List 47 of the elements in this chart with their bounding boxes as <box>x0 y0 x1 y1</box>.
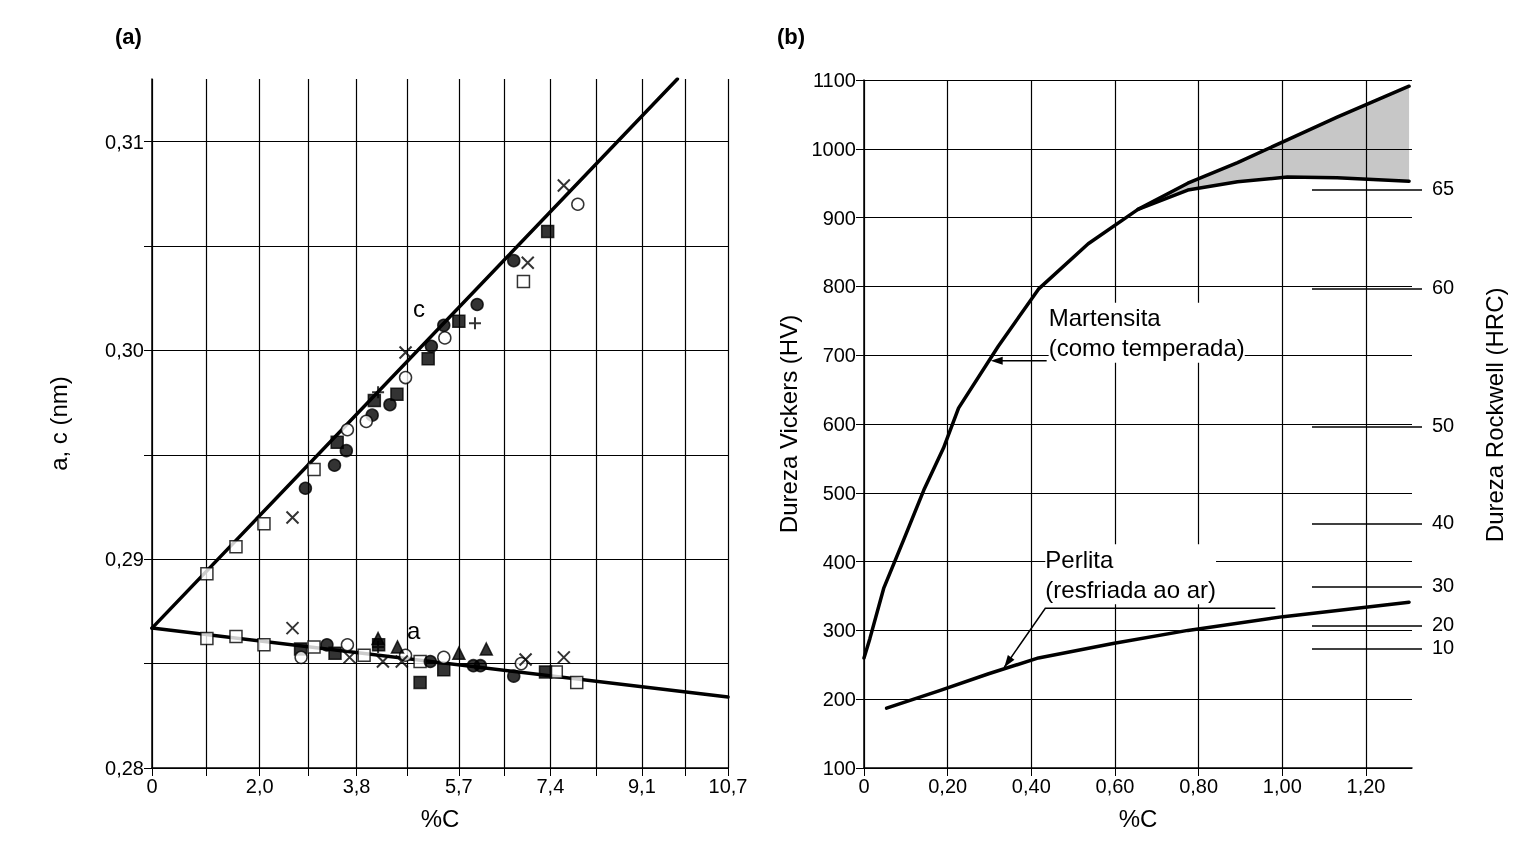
y-tick-label: 800 <box>822 275 856 298</box>
x-tick-label: 3,8 <box>342 775 371 797</box>
y2-axis-title: Dureza Rockwell (HRC) <box>1480 287 1508 543</box>
y-axis-title: Dureza Vickers (HV) <box>775 314 803 534</box>
x-axis-title: %C <box>420 804 460 832</box>
annotation: a <box>407 616 421 644</box>
x-tick-label: 2,0 <box>245 775 274 797</box>
annotation: Martensita (como temperada) <box>1048 304 1245 362</box>
x-tick-label: 10,7 <box>708 775 748 797</box>
text: 60 <box>1432 276 1455 298</box>
y-tick-label: 0,30 <box>105 339 144 362</box>
y-tick-label: 600 <box>822 413 856 435</box>
x-tick-label: 1,20 <box>1346 775 1386 797</box>
text: 30 <box>1432 574 1455 596</box>
x-tick-label: 0,60 <box>1095 775 1135 797</box>
y-tick-label: 700 <box>822 344 856 367</box>
x-tick-label: 9,1 <box>627 775 656 797</box>
text: 20 <box>1432 613 1455 635</box>
annotation: Perlita (resfriada ao ar) <box>1045 545 1217 603</box>
text: 40 <box>1432 511 1455 533</box>
text: 10 <box>1432 636 1455 658</box>
y-tick-label: 500 <box>822 481 856 504</box>
x-tick-label: 0 <box>858 775 870 797</box>
x-tick-label: 5,7 <box>444 775 473 797</box>
x-tick-label: 0,40 <box>1011 775 1051 797</box>
y-axis-title: a, c (nm) <box>44 376 72 471</box>
text: 50 <box>1432 414 1455 436</box>
y-tick-label: 100 <box>822 757 856 779</box>
y-tick-label: 1100 <box>812 69 856 91</box>
y-tick-label: 0,28 <box>105 757 144 779</box>
text: 65 <box>1432 177 1455 199</box>
y-tick-label: 900 <box>822 206 856 229</box>
y-tick-label: 0,31 <box>105 130 144 153</box>
y-tick-label: 1000 <box>811 137 856 160</box>
x-tick-label: 7,4 <box>536 775 565 797</box>
annotation: c <box>413 294 425 322</box>
x-tick-label: 0 <box>146 775 158 797</box>
chart-title: (a) <box>115 23 142 49</box>
y-tick-label: 0,29 <box>105 548 144 571</box>
y-tick-label: 200 <box>822 688 856 711</box>
chart-title: (b) <box>777 23 806 49</box>
y-tick-label: 300 <box>822 619 856 642</box>
y-tick-label: 400 <box>822 550 856 573</box>
x-tick-label: 0,20 <box>928 775 968 797</box>
x-tick-label: 1,00 <box>1262 775 1302 797</box>
x-tick-label: 0,80 <box>1179 775 1219 797</box>
x-axis-title: %C <box>1118 804 1158 832</box>
